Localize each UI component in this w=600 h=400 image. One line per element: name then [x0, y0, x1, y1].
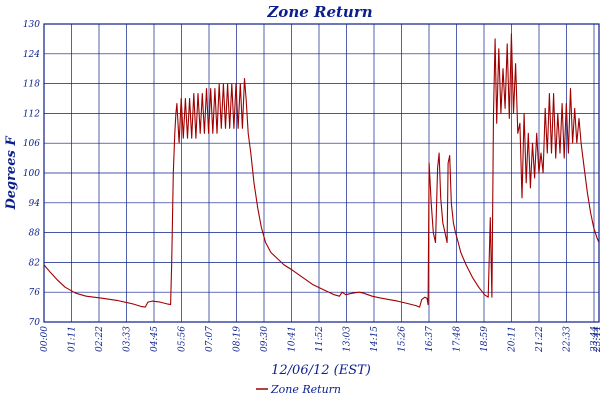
x-tick-label: 00:00: [40, 326, 50, 352]
x-tick-label: 05:56: [178, 326, 188, 352]
y-tick-label: 124: [23, 50, 40, 60]
y-tick-label: 118: [23, 80, 40, 90]
x-tick-label: 14:15: [370, 326, 380, 352]
legend-label: Zone Return: [270, 383, 341, 396]
plot-frame: [43, 23, 600, 323]
x-axis-ticks: 00:00 01:11 02:22 03:33 04:45 05:56 07:07 08:19…: [40, 326, 600, 353]
y-tick-label: 70: [29, 318, 41, 328]
y-tick-label: 130: [23, 20, 40, 30]
series-group: [43, 33, 600, 308]
y-tick-label: 82: [29, 258, 41, 268]
x-tick-label: 08:19: [233, 326, 243, 352]
y-tick-label: 100: [23, 169, 40, 179]
y-tick-label: 112: [23, 109, 40, 119]
y-tick-label: 76: [29, 288, 41, 298]
x-tick-label: 23:44: [590, 326, 600, 353]
legend: Zone Return: [256, 383, 341, 396]
y-axis-title: Degrees F: [4, 136, 19, 211]
x-tick-label: 07:07: [205, 326, 215, 352]
chart-title: Zone Return: [266, 3, 372, 21]
x-tick-label: 09:30: [260, 326, 270, 352]
x-tick-label: 17:48: [453, 326, 463, 352]
y-axis-ticks: 70 76 82 88 94 100 106 112 118 124 130: [23, 20, 40, 328]
x-tick-label: 23:44: [593, 326, 600, 353]
x-tick-label: 13:03: [343, 326, 353, 352]
x-tick-label: 01:11: [68, 326, 78, 352]
x-tick-label: 15:26: [398, 326, 408, 352]
x-tick-label: 16:37: [425, 326, 435, 352]
x-tick-label: 11:52: [315, 326, 325, 352]
x-tick-label: 21:22: [535, 326, 545, 353]
x-tick-label: 03:33: [123, 326, 133, 352]
x-tick-label: 10:41: [288, 326, 298, 352]
x-tick-label: 02:22: [95, 326, 105, 352]
x-tick-label: 20:11: [508, 326, 518, 353]
x-tick-label: 04:45: [150, 326, 160, 352]
x-axis-title: 12/06/12 (EST): [271, 363, 371, 378]
series-line-zone-return: [43, 33, 600, 308]
x-tick-label: 22:33: [563, 326, 573, 353]
x-tick-label: 18:59: [480, 326, 490, 352]
y-tick-label: 106: [23, 139, 40, 149]
y-tick-label: 88: [29, 229, 41, 239]
y-tick-label: 94: [29, 199, 41, 209]
